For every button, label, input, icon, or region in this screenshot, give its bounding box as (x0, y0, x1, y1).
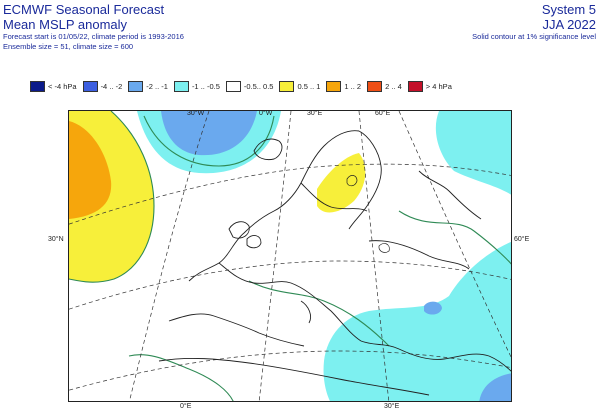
legend-swatch (30, 80, 45, 92)
lon-label-30w: 30°W (187, 110, 205, 117)
legend-item: -2 .. -1 (128, 80, 168, 92)
coastlines (158, 130, 511, 396)
legend-swatch (279, 80, 295, 92)
legend-swatch (82, 80, 98, 92)
lon-label-bottom-30e: 30°E (384, 403, 400, 410)
legend-swatch (225, 80, 241, 92)
legend-item: -4 .. -2 (82, 80, 123, 92)
legend-swatch (407, 80, 423, 92)
title-line-2: Mean MSLP anomaly (3, 17, 128, 32)
significance-contour (69, 111, 155, 283)
lon-label-bottom-0e: 0°E (180, 403, 192, 410)
legend-item: < -4 hPa (30, 80, 77, 92)
graticule (69, 111, 511, 401)
inland-waters (346, 175, 390, 253)
system-label: System 5 (541, 2, 596, 17)
significance-contour (248, 280, 390, 347)
legend-item: 2 .. 4 (367, 80, 402, 92)
season-label: JJA 2022 (542, 17, 597, 32)
legend-label: -4 .. -2 (100, 81, 123, 91)
legend-label: -2 .. -1 (146, 81, 168, 91)
legend-label: 1 .. 2 (344, 81, 362, 91)
legend-label: > 4 hPa (425, 81, 452, 91)
legend-label: -1 .. -0.5 (191, 81, 220, 91)
title-line-1: ECMWF Seasonal Forecast (3, 2, 165, 17)
legend-label: 2 .. 4 (385, 81, 402, 91)
legend-label: -0.5.. 0.5 (243, 81, 274, 91)
lon-label-0w: 0°W (259, 110, 273, 117)
color-legend: < -4 hPa -4 .. -2 -2 .. -1 -1 .. -0.5 -0.5..… (30, 80, 458, 92)
legend-swatch (173, 80, 189, 92)
legend-swatch (367, 80, 383, 92)
positive-anomaly-scandinavia (317, 153, 366, 213)
header-right: System 5 JJA 2022 Solid contour at 1% si… (472, 2, 596, 42)
lat-label-left: 30°N (48, 236, 64, 243)
legend-item: > 4 hPa (407, 80, 452, 92)
map-svg (69, 111, 511, 401)
negative-anomaly-north-core (161, 111, 257, 156)
significance-contour (398, 210, 511, 265)
legend-item: 1 .. 2 (326, 80, 362, 92)
significance-contour (128, 354, 234, 401)
lon-label-30e: 30°E (307, 110, 323, 117)
legend-item: -1 .. -0.5 (173, 80, 220, 92)
legend-item: -0.5.. 0.5 (225, 80, 274, 92)
negative-anomaly-east (323, 241, 511, 401)
legend-label: 0.5 .. 1 (297, 81, 321, 91)
negative-anomaly-southeast-core (479, 373, 511, 401)
ensemble-info: Ensemble size = 51, climate size = 600 (3, 42, 134, 51)
significance-contour (143, 115, 275, 167)
significance-note: Solid contour at 1% significance level (472, 32, 596, 41)
lat-label-right: 60°E (514, 236, 530, 243)
negative-anomaly-small-core (424, 301, 442, 315)
strong-positive-anomaly-west (69, 121, 112, 219)
lon-label-60e: 60°E (375, 110, 391, 117)
legend-item: 0.5 .. 1 (279, 80, 321, 92)
legend-label: < -4 hPa (48, 81, 77, 91)
legend-swatch (128, 80, 144, 92)
forecast-info: Forecast start is 01/05/22, climate peri… (3, 32, 184, 41)
map-panel: 30°W 0°W 30°E 60°E (68, 110, 512, 402)
header-left: ECMWF Seasonal Forecast Mean MSLP anomal… (3, 2, 184, 52)
legend-swatch (326, 80, 342, 92)
negative-anomaly-northeast (435, 111, 511, 195)
